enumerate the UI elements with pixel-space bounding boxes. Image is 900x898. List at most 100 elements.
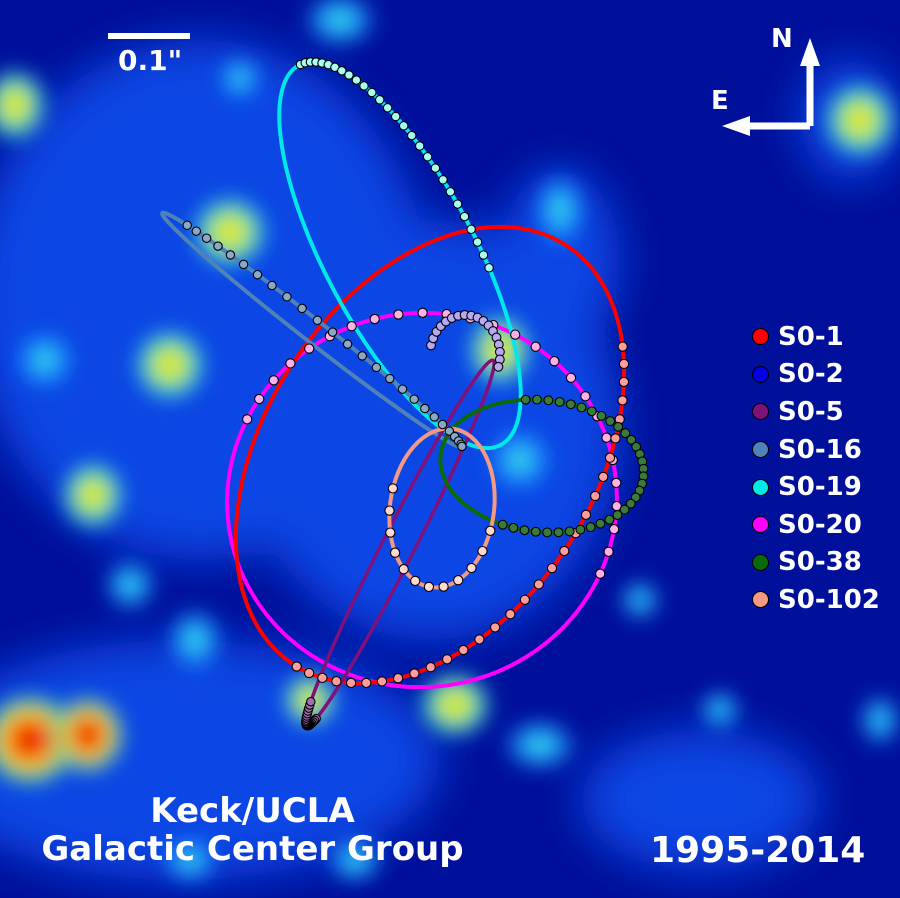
datapoint-s0-102 bbox=[438, 581, 449, 592]
legend-label: S0-5 bbox=[778, 396, 844, 427]
datapoint-s0-38 bbox=[595, 518, 606, 529]
compass-north-label: N bbox=[771, 24, 793, 54]
datapoint-s0-1 bbox=[458, 644, 469, 656]
datapoint-s0-1 bbox=[617, 395, 628, 406]
datapoint-s0-1 bbox=[303, 667, 315, 679]
legend-item: S0-20 bbox=[752, 506, 880, 544]
datapoint-s0-1 bbox=[317, 672, 328, 684]
datapoint-s0-38 bbox=[542, 527, 553, 538]
datapoint-s0-1 bbox=[604, 452, 616, 463]
legend: S0-1 S0-2 S0-5 S0-16 S0-19 S0-20 S0-38 S… bbox=[752, 318, 880, 619]
legend-item: S0-5 bbox=[752, 393, 880, 431]
legend-marker bbox=[752, 553, 769, 571]
datapoint-s0-1 bbox=[376, 676, 388, 687]
datapoint-s0-19 bbox=[398, 121, 409, 131]
datapoint-s0-38 bbox=[596, 410, 607, 421]
datapoint-s0-1 bbox=[590, 490, 601, 502]
datapoint-s0-1 bbox=[474, 634, 485, 645]
datapoint-s0-16 bbox=[225, 250, 236, 260]
legend-item: S0-2 bbox=[752, 356, 880, 394]
datapoint-s0-1 bbox=[610, 433, 621, 444]
datapoint-s0-19 bbox=[478, 250, 489, 260]
datapoint-s0-19 bbox=[374, 95, 385, 105]
datapoint-s0-38 bbox=[576, 402, 587, 413]
datapoint-s0-19 bbox=[466, 224, 476, 235]
datapoint-s0-16 bbox=[191, 226, 202, 236]
datapoint-s0-102 bbox=[398, 564, 409, 575]
legend-item: S0-16 bbox=[752, 431, 880, 469]
datapoint-s0-1 bbox=[425, 662, 436, 673]
datapoint-s0-38 bbox=[612, 510, 623, 520]
datapoint-s0-19 bbox=[359, 81, 369, 91]
datapoint-s0-20 bbox=[369, 313, 380, 325]
datapoint-s0-38 bbox=[553, 527, 564, 538]
datapoint-s0-38 bbox=[519, 525, 530, 536]
datapoint-s0-19 bbox=[367, 87, 377, 98]
datapoint-s0-19 bbox=[459, 211, 470, 222]
datapoint-s0-102 bbox=[384, 505, 395, 516]
datapoint-s0-19 bbox=[438, 175, 448, 185]
datapoint-s0-1 bbox=[361, 677, 372, 689]
datapoint-s0-38 bbox=[565, 399, 576, 410]
datapoint-s0-16 bbox=[238, 259, 249, 270]
datapoint-s0-16 bbox=[342, 339, 353, 349]
datapoint-s0-102 bbox=[485, 525, 496, 536]
legend-marker bbox=[752, 441, 769, 459]
legend-marker bbox=[752, 516, 769, 534]
datapoint-s0-20 bbox=[580, 391, 591, 402]
datapoint-s0-19 bbox=[430, 163, 441, 173]
datapoint-s0-16 bbox=[282, 292, 292, 302]
datapoint-s0-20 bbox=[346, 321, 357, 332]
datapoint-s0-1 bbox=[392, 673, 404, 684]
datapoint-s0-20 bbox=[611, 477, 622, 489]
datapoint-s0-1 bbox=[409, 668, 420, 679]
datapoint-s0-16 bbox=[437, 419, 448, 430]
legend-label: S0-102 bbox=[778, 584, 880, 615]
datapoint-s0-1 bbox=[345, 677, 357, 689]
legend-item: S0-38 bbox=[752, 544, 880, 582]
legend-marker bbox=[752, 478, 769, 496]
datapoint-s0-102 bbox=[410, 575, 421, 587]
datapoint-s0-16 bbox=[213, 241, 223, 251]
datapoint-s0-16 bbox=[371, 362, 382, 373]
datapoint-s0-20 bbox=[254, 393, 265, 405]
datapoint-s0-102 bbox=[423, 581, 435, 593]
datapoint-s0-16 bbox=[297, 303, 307, 314]
datapoint-s0-20 bbox=[285, 358, 296, 369]
datapoint-s0-19 bbox=[484, 263, 494, 273]
date-range: 1995-2014 bbox=[650, 830, 866, 871]
legend-label: S0-16 bbox=[778, 434, 862, 465]
datapoint-s0-1 bbox=[617, 341, 628, 352]
datapoint-s0-20 bbox=[510, 329, 521, 340]
orbit-datapoints bbox=[182, 57, 649, 731]
scale-bar-label: 0.1" bbox=[118, 44, 183, 77]
datapoint-s0-16 bbox=[429, 412, 440, 422]
datapoint-s0-20 bbox=[603, 546, 614, 557]
datapoint-s0-38 bbox=[605, 416, 616, 427]
legend-item: S0-1 bbox=[752, 318, 880, 356]
datapoint-s0-1 bbox=[580, 509, 592, 520]
datapoint-s0-38 bbox=[530, 526, 541, 537]
datapoint-s0-38 bbox=[564, 526, 575, 537]
datapoint-s0-1 bbox=[519, 594, 531, 605]
datapoint-s0-1 bbox=[533, 579, 544, 590]
datapoint-s0-16 bbox=[457, 441, 467, 452]
datapoint-s0-19 bbox=[414, 141, 425, 151]
datapoint-s0-19 bbox=[390, 111, 401, 122]
datapoint-s0-2 bbox=[493, 361, 504, 372]
datapoint-s0-19 bbox=[472, 237, 483, 247]
legend-label: S0-19 bbox=[778, 472, 862, 503]
datapoint-s0-38 bbox=[626, 434, 637, 445]
datapoint-s0-1 bbox=[598, 471, 609, 483]
compass-arrows bbox=[722, 38, 820, 136]
datapoint-s0-1 bbox=[546, 562, 558, 574]
datapoint-s0-20 bbox=[608, 524, 620, 535]
datapoint-s0-38 bbox=[585, 522, 596, 533]
datapoint-s0-1 bbox=[291, 661, 302, 672]
datapoint-s0-102 bbox=[387, 483, 399, 494]
datapoint-s0-16 bbox=[201, 233, 212, 243]
credit-text: Keck/UCLA Galactic Center Group bbox=[0, 792, 505, 868]
datapoint-s0-102 bbox=[477, 545, 488, 557]
legend-label: S0-38 bbox=[778, 547, 862, 578]
